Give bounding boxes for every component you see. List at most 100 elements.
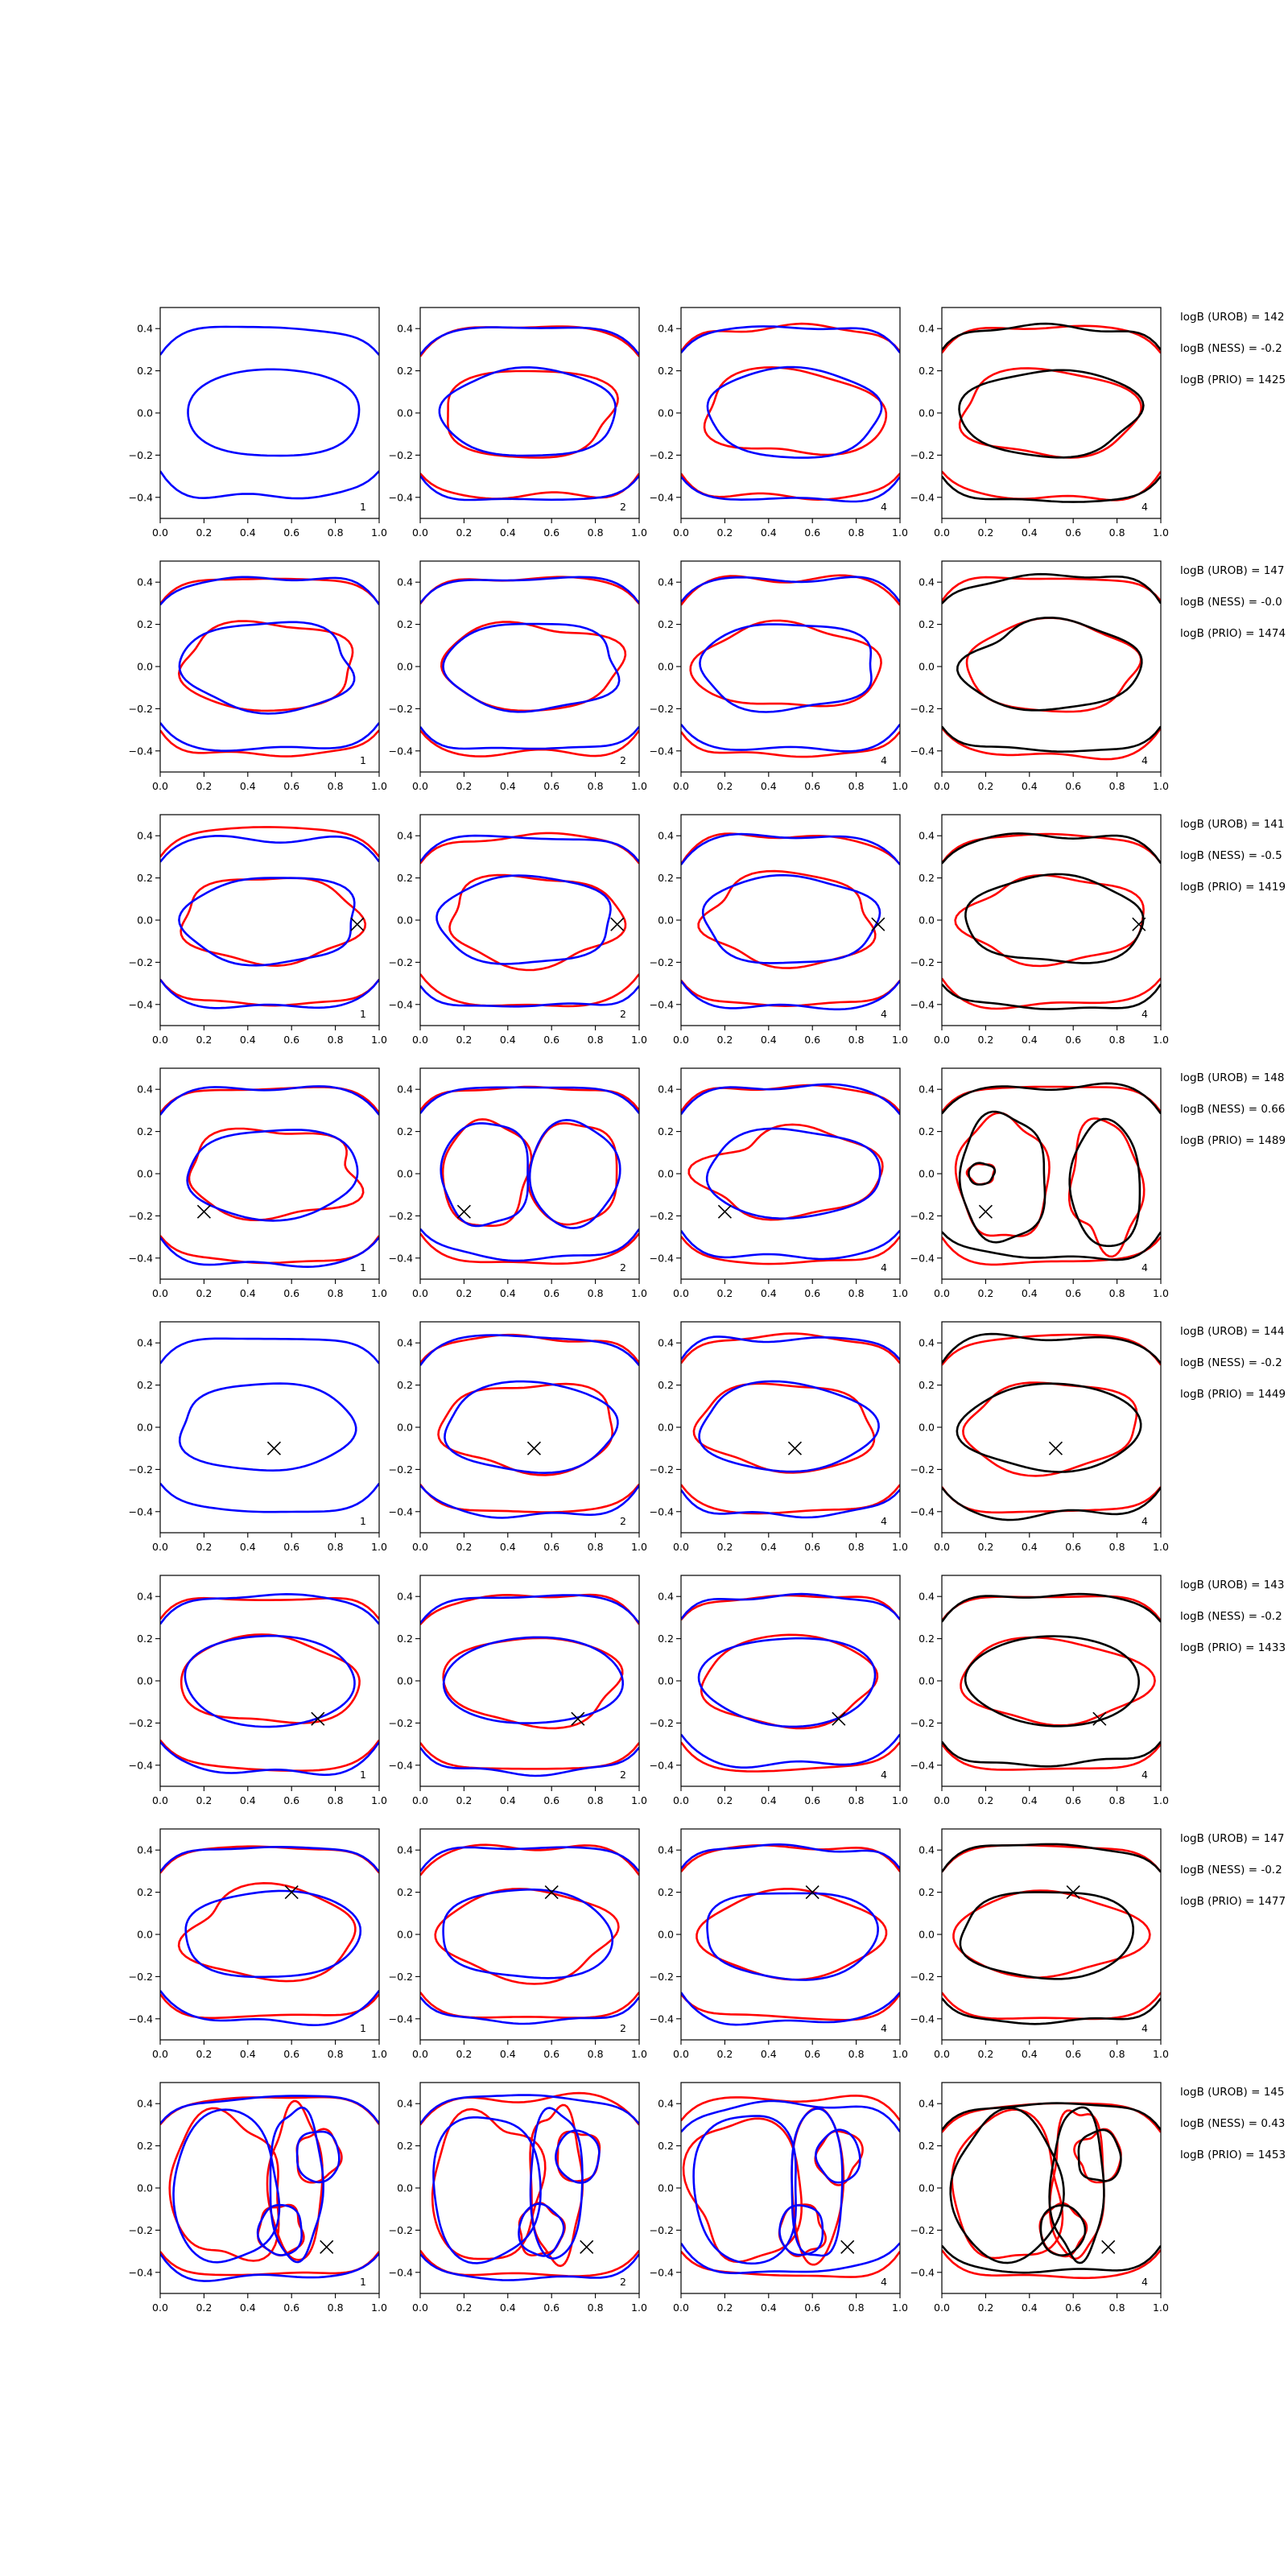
logb-annotation-block: logB (UROB) = 143 logB (NESS) = -0.2 logB … <box>1180 1579 1288 1675</box>
y-tick-label: 0.2 <box>397 872 413 884</box>
x-tick-label: 0.2 <box>716 1541 733 1553</box>
red-blob-contour-1 <box>682 2117 803 2264</box>
red-outer-contour-bottom <box>681 1236 900 1265</box>
panel-label: 4 <box>881 2276 887 2288</box>
contour-group <box>160 2095 379 2282</box>
panel-r6-c3: 0.0 0.2 0.4 0.6 0.8 1.0 0.4 0.2 0.0 −0.2 −0.4 4 <box>650 1575 908 1806</box>
red-inner-contour <box>696 1888 888 1981</box>
panel-r1-c3: 0.0 0.2 0.4 0.6 0.8 1.0 0.4 0.2 0.0 −0.2 −0.4 4 <box>650 307 908 539</box>
y-tick-label: 0.4 <box>137 576 153 588</box>
y-tick-label: 0.0 <box>919 1168 935 1180</box>
y-tick-label: 0.4 <box>919 1337 935 1349</box>
black-blob-contour-3 <box>1077 2128 1122 2182</box>
black-inner-contour <box>964 1635 1141 1728</box>
y-tick-label: −0.2 <box>389 449 413 461</box>
black-outer-contour-top <box>942 2102 1161 2131</box>
panel-label: 2 <box>620 754 626 766</box>
blue-inner-contour <box>186 1129 359 1222</box>
x-tick-label: 0.8 <box>588 1541 604 1553</box>
blue-inner-contour <box>438 365 617 457</box>
x-tick-label: 0.0 <box>934 1287 950 1299</box>
contour-group <box>942 572 1161 761</box>
panel-r6-c1: 0.0 0.2 0.4 0.6 0.8 1.0 0.4 0.2 0.0 −0.2 −0.4 1 <box>129 1575 387 1806</box>
x-tick-label: 0.8 <box>328 1034 344 1046</box>
red-inner-contour <box>180 1633 361 1724</box>
blue-inner-contour <box>698 1380 880 1473</box>
y-tick-label: 0.4 <box>658 830 674 842</box>
blue-outer-contour-bottom <box>420 1996 639 2025</box>
y-tick-label: −0.2 <box>650 1463 674 1476</box>
y-tick-label: 0.2 <box>919 2140 935 2152</box>
contour-group <box>681 574 900 758</box>
blue-outer-contour-top <box>160 1085 379 1116</box>
black-outer-contour-bottom <box>942 1487 1161 1521</box>
x-tick-label: 1.0 <box>1153 1287 1169 1299</box>
blue-outer-contour-bottom <box>160 1741 379 1777</box>
x-tick-label: 0.4 <box>1022 526 1038 539</box>
blue-outer-contour-bottom <box>681 1488 900 1519</box>
y-tick-label: −0.4 <box>389 998 413 1010</box>
y-tick-label: 0.2 <box>397 1633 413 1645</box>
x-tick-label: 1.0 <box>892 1287 908 1299</box>
black-split-contour-3 <box>968 1162 997 1186</box>
panel-label: 4 <box>881 1261 887 1274</box>
panel-r7-c4: 0.0 0.2 0.4 0.6 0.8 1.0 0.4 0.2 0.0 −0.2 −0.4 4 <box>910 1828 1169 2060</box>
y-tick-label: 0.2 <box>919 1633 935 1645</box>
x-tick-label: 1.0 <box>892 780 908 792</box>
red-blob-contour-4 <box>518 2202 566 2257</box>
x-marker <box>1132 917 1146 931</box>
panel-r1-c1: 0.0 0.2 0.4 0.6 0.8 1.0 0.4 0.2 0.0 −0.2 −0.4 1 <box>129 307 387 539</box>
panel-label: 4 <box>881 501 887 513</box>
logb-annotation: logB (NESS) = -0.2 <box>1180 1864 1282 1876</box>
y-tick-label: −0.2 <box>650 1210 674 1222</box>
red-outer-contour-bottom <box>681 473 900 502</box>
panel-r2-c2: 0.0 0.2 0.4 0.6 0.8 1.0 0.4 0.2 0.0 −0.2 −0.4 2 <box>389 560 647 792</box>
red-outer-contour-bottom <box>942 1992 1161 2021</box>
x-tick-label: 0.2 <box>716 1794 733 1806</box>
x-tick-label: 0.0 <box>152 526 168 539</box>
x-tick-label: 0.2 <box>196 526 212 539</box>
y-tick-label: 0.2 <box>658 872 674 884</box>
x-tick-label: 0.8 <box>1109 780 1125 792</box>
x-tick-label: 0.2 <box>977 1541 993 1553</box>
x-tick-label: 1.0 <box>1153 1034 1169 1046</box>
y-tick-label: 0.2 <box>919 618 935 630</box>
black-split-contour-2 <box>1068 1117 1141 1248</box>
contour-group <box>681 1592 900 1773</box>
y-tick-label: 0.0 <box>137 661 153 673</box>
red-outer-contour-bottom <box>160 1993 379 2020</box>
y-tick-label: 0.4 <box>397 1591 413 1603</box>
red-outer-contour-bottom <box>420 973 639 1008</box>
contour-group <box>681 322 900 503</box>
x-tick-label: 0.2 <box>196 780 212 792</box>
y-tick-label: 0.4 <box>658 1337 674 1349</box>
axes-frame <box>419 1575 640 1787</box>
logb-annotation: logB (NESS) = -0.2 <box>1180 342 1282 355</box>
x-marker <box>320 2240 334 2254</box>
x-tick-label: 0.4 <box>240 1794 256 1806</box>
x-tick-label: 0.4 <box>761 526 777 539</box>
x-tick-label: 0.6 <box>1065 1287 1081 1299</box>
panel-r7-c3: 0.0 0.2 0.4 0.6 0.8 1.0 0.4 0.2 0.0 −0.2 −0.4 4 <box>650 1828 908 2060</box>
y-tick-label: 0.4 <box>919 1084 935 1096</box>
red-outer-contour-bottom <box>681 2251 900 2278</box>
y-tick-label: −0.4 <box>129 491 153 503</box>
x-tick-label: 0.8 <box>848 2301 865 2314</box>
y-tick-label: −0.4 <box>129 2266 153 2278</box>
x-tick-label: 0.0 <box>152 1034 168 1046</box>
x-tick-label: 0.0 <box>673 1541 689 1553</box>
contour-group <box>942 832 1161 1010</box>
blue-outer-contour-top <box>160 2095 379 2124</box>
red-outer-contour-top <box>420 1333 639 1364</box>
panel-label: 4 <box>881 1515 887 1527</box>
y-tick-label: 0.4 <box>137 2098 153 2110</box>
x-tick-label: 0.2 <box>716 2048 733 2060</box>
y-tick-label: 0.0 <box>658 1675 674 1687</box>
y-tick-label: −0.4 <box>650 2266 674 2278</box>
contour-group <box>420 832 639 1008</box>
x-marker <box>610 917 625 931</box>
blue-outer-contour-top <box>160 1592 379 1625</box>
blue-outer-contour-top <box>420 576 639 605</box>
x-tick-label: 0.2 <box>196 1794 212 1806</box>
y-tick-label: 0.4 <box>137 323 153 335</box>
